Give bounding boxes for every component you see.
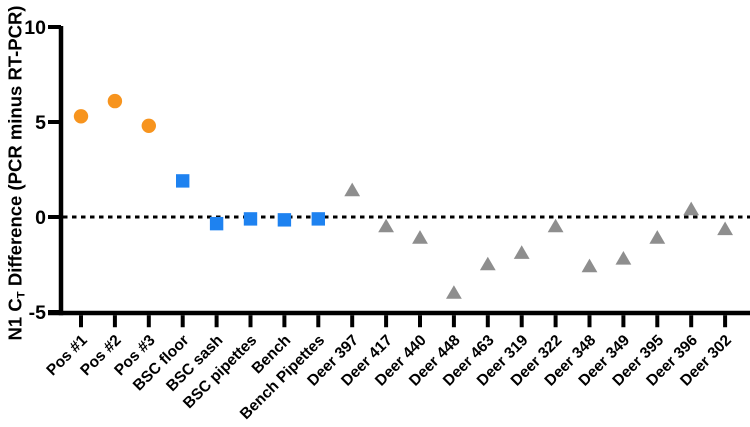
data-point-deer-samples	[615, 251, 632, 265]
data-point-surface-samples	[311, 212, 325, 226]
data-point-deer-samples	[446, 285, 462, 299]
data-point-surface-samples	[209, 216, 224, 231]
data-point-deer-samples	[717, 221, 733, 236]
data-point-deer-samples	[683, 201, 700, 216]
data-point-positive-controls	[141, 118, 156, 133]
y-tick-label: 0	[35, 207, 46, 229]
y-tick-label: 5	[35, 112, 46, 134]
data-point-deer-samples	[581, 258, 598, 273]
data-point-positive-controls	[107, 93, 123, 109]
data-point-deer-samples	[649, 230, 666, 244]
y-tick-label: -5	[29, 302, 46, 324]
data-point-deer-samples	[547, 218, 564, 233]
data-point-deer-samples	[513, 245, 530, 259]
data-point-surface-samples	[243, 212, 258, 226]
y-tick-label: 10	[24, 17, 46, 39]
data-point-deer-samples	[378, 218, 394, 233]
data-point-deer-samples	[479, 256, 496, 271]
data-point-deer-samples	[412, 230, 428, 244]
data-point-positive-controls	[73, 109, 89, 124]
data-point-deer-samples	[344, 182, 361, 197]
data-point-surface-samples	[176, 174, 190, 188]
data-point-surface-samples	[277, 213, 292, 227]
